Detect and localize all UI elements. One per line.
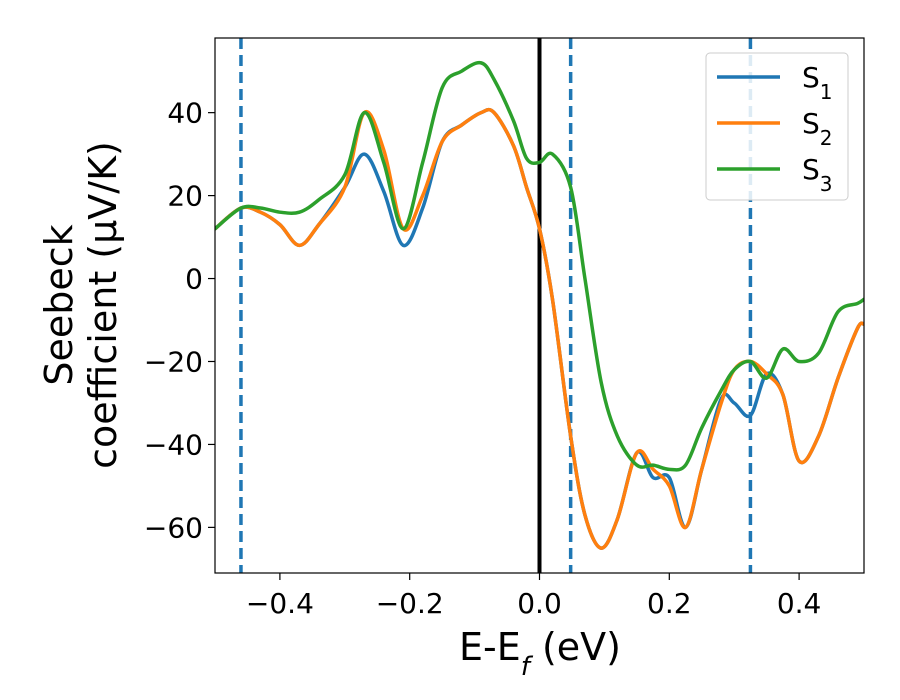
y-tick-label: 20	[167, 180, 203, 213]
y-tick-label: 0	[185, 263, 203, 296]
y-axis-ticks: −60 −40 −20 0 20 40	[144, 97, 215, 544]
x-axis-ticks: −0.4 −0.2 0.0 0.2 0.4	[246, 573, 821, 620]
legend-label-s2: S2	[802, 107, 833, 150]
x-tick-label: −0.2	[376, 587, 444, 620]
x-tick-label: −0.4	[246, 587, 314, 620]
y-axis-title: Seebeck coefficient (μV/K)	[37, 141, 125, 469]
y-tick-label: −40	[144, 428, 203, 461]
legend-label-s1: S1	[802, 61, 833, 104]
legend-box	[705, 52, 849, 201]
series-line-s2	[215, 107, 864, 550]
legend-label-s3: S3	[802, 153, 833, 196]
x-tick-label: 0.0	[517, 587, 562, 620]
y-tick-label: −20	[144, 345, 203, 378]
y-tick-label: 40	[167, 97, 203, 130]
y-tick-label: −60	[144, 511, 203, 544]
x-axis-title: E-Ef (eV)	[459, 625, 621, 682]
y-axis-title-line1: Seebeck	[37, 224, 81, 385]
series-lines	[215, 60, 864, 550]
x-tick-label: 0.2	[647, 587, 692, 620]
y-axis-title-line2: coefficient (μV/K)	[81, 141, 125, 469]
x-tick-label: 0.4	[777, 587, 822, 620]
series-line-s3	[215, 60, 864, 472]
